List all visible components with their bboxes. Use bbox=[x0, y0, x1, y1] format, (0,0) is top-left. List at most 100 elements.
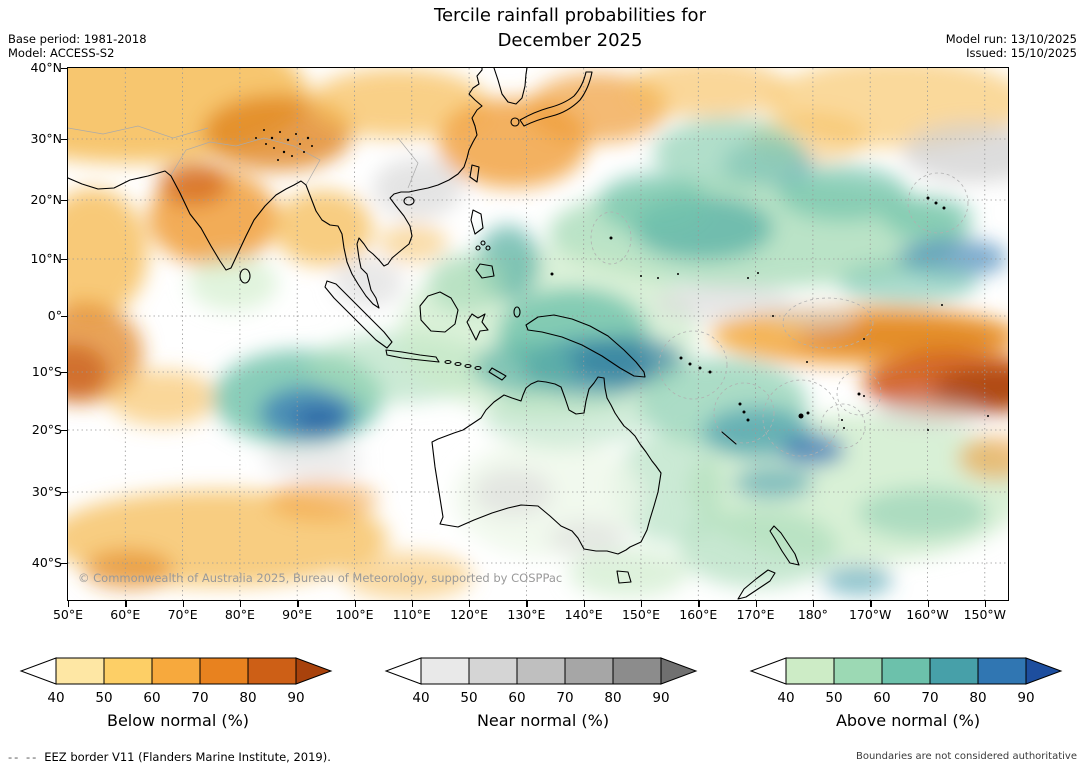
coastlines bbox=[68, 68, 800, 600]
svg-text:60: 60 bbox=[508, 690, 525, 705]
lon-tick-mark bbox=[984, 601, 987, 607]
legend-colorbar-near-normal: 40 50 60 70 80 90 bbox=[384, 657, 698, 706]
lon-tick-label: 110°E bbox=[392, 607, 431, 622]
svg-text:90: 90 bbox=[652, 690, 669, 705]
svg-text:60: 60 bbox=[873, 690, 890, 705]
lat-tick-mark bbox=[61, 563, 68, 565]
lat-tick-mark bbox=[61, 68, 68, 70]
lat-tick-label: 30°S bbox=[31, 484, 62, 499]
stipple-dots bbox=[255, 129, 313, 161]
lon-tick-mark bbox=[526, 601, 528, 607]
lon-tick-label: 170°E bbox=[736, 607, 775, 622]
lon-tick-mark bbox=[125, 601, 127, 607]
lon-tick-label: 90°E bbox=[282, 607, 313, 622]
boundaries-disclaimer: Boundaries are not considered authoritat… bbox=[855, 751, 1077, 762]
legend-colorbar-above-normal: 40 50 60 70 80 90 bbox=[749, 657, 1063, 706]
lat-tick-label: 10°N bbox=[30, 251, 62, 266]
svg-text:40: 40 bbox=[47, 690, 64, 705]
lon-tick-label: 130°E bbox=[507, 607, 546, 622]
model-label: Model: ACCESS-S2 bbox=[8, 46, 115, 60]
model-run-label: Model run: 13/10/2025 bbox=[945, 32, 1077, 46]
base-period-label: Base period: 1981-2018 bbox=[8, 32, 147, 46]
lon-tick-mark bbox=[927, 601, 929, 607]
lat-tick-label: 30°N bbox=[30, 131, 62, 146]
lat-tick-label: 40°N bbox=[30, 60, 62, 75]
lon-tick-label: 140°E bbox=[564, 607, 603, 622]
issued-label: Issued: 15/10/2025 bbox=[966, 46, 1077, 60]
rainfall-probability-map: © Commonwealth of Australia 2025, Bureau… bbox=[67, 67, 1009, 601]
model-meta-right: Model run: 13/10/2025 Issued: 15/10/2025 bbox=[946, 32, 1077, 60]
svg-text:90: 90 bbox=[1017, 690, 1034, 705]
lat-tick-label: 10°S bbox=[31, 364, 62, 379]
lon-tick-mark bbox=[239, 601, 242, 607]
eez-borders bbox=[590, 172, 969, 457]
legend-above-normal: 40 50 60 70 80 90 Above normal (%) bbox=[748, 657, 1068, 730]
lon-tick-mark bbox=[182, 601, 184, 607]
title-line1: Tercile rainfall probabilities for bbox=[434, 5, 706, 26]
map-canvas: © Commonwealth of Australia 2025, Bureau… bbox=[68, 68, 1008, 600]
lat-tick-mark bbox=[61, 372, 68, 374]
probability-field bbox=[68, 68, 1008, 600]
svg-text:50: 50 bbox=[460, 690, 477, 705]
lat-tick-mark bbox=[61, 316, 68, 318]
lat-tick-label: 40°S bbox=[31, 555, 62, 570]
lon-tick-label: 50°E bbox=[52, 607, 84, 622]
lon-tick-label: 160°E bbox=[679, 607, 718, 622]
page-title: Tercile rainfall probabilities for Decem… bbox=[55, 3, 1085, 53]
lon-tick-mark bbox=[297, 601, 299, 607]
legend-title-near-normal: Near normal (%) bbox=[476, 711, 610, 730]
svg-text:70: 70 bbox=[556, 690, 573, 705]
graticule-gridlines bbox=[68, 68, 1008, 600]
legend-near-normal: 40 50 60 70 80 90 Near normal (%) bbox=[383, 657, 703, 730]
lat-tick-mark bbox=[61, 139, 68, 141]
island-dots bbox=[550, 196, 989, 431]
title-line2: December 2025 bbox=[497, 30, 643, 51]
svg-text:50: 50 bbox=[825, 690, 842, 705]
map-copyright: © Commonwealth of Australia 2025, Bureau… bbox=[78, 571, 562, 585]
lon-tick-label: 70°E bbox=[167, 607, 198, 622]
lon-tick-label: 60°E bbox=[110, 607, 141, 622]
lat-tick-mark bbox=[61, 492, 68, 494]
svg-text:60: 60 bbox=[143, 690, 160, 705]
lon-tick-mark bbox=[411, 601, 414, 607]
lon-tick-label: 100°E bbox=[335, 607, 374, 622]
lon-tick-label: 120°E bbox=[450, 607, 489, 622]
lon-tick-label: 80°E bbox=[224, 607, 255, 622]
lon-tick-mark bbox=[583, 601, 586, 607]
lon-tick-mark bbox=[755, 601, 757, 607]
legend-colorbar-below-normal: 40 50 60 70 80 90 bbox=[19, 657, 333, 706]
lat-tick-mark bbox=[61, 259, 68, 261]
svg-text:80: 80 bbox=[239, 690, 256, 705]
lon-tick-label: 160°W bbox=[906, 607, 949, 622]
svg-text:70: 70 bbox=[191, 690, 208, 705]
model-meta-left: Base period: 1981-2018 Model: ACCESS-S2 bbox=[8, 32, 147, 60]
lon-tick-label: 170°W bbox=[848, 607, 892, 622]
lon-tick-mark bbox=[698, 601, 700, 607]
svg-text:50: 50 bbox=[95, 690, 112, 705]
legend-title-below-normal: Below normal (%) bbox=[106, 711, 250, 730]
lon-tick-label: 150°E bbox=[621, 607, 660, 622]
svg-text:80: 80 bbox=[969, 690, 986, 705]
legend-title-above-normal: Above normal (%) bbox=[835, 711, 981, 730]
lat-tick-label: 0° bbox=[47, 308, 62, 323]
lon-tick-label: 150°W bbox=[963, 607, 1007, 622]
lat-tick-label: 20°N bbox=[30, 192, 62, 207]
eez-footnote: -- -- EEZ border V11 (Flanders Marine Ins… bbox=[8, 750, 331, 764]
svg-text:40: 40 bbox=[412, 690, 429, 705]
legend-below-normal: 40 50 60 70 80 90 Below normal (%) bbox=[18, 657, 338, 730]
lon-tick-label: 180° bbox=[797, 607, 828, 622]
lon-tick-mark bbox=[354, 601, 356, 607]
lon-tick-mark bbox=[68, 601, 70, 607]
svg-text:40: 40 bbox=[777, 690, 794, 705]
svg-text:70: 70 bbox=[921, 690, 938, 705]
lon-tick-mark bbox=[812, 601, 815, 607]
lon-tick-mark bbox=[870, 601, 872, 607]
svg-text:80: 80 bbox=[604, 690, 621, 705]
lon-tick-mark bbox=[469, 601, 471, 607]
lat-tick-mark bbox=[61, 430, 68, 432]
eez-line-sample: -- -- bbox=[8, 750, 39, 764]
svg-text:90: 90 bbox=[287, 690, 304, 705]
lat-tick-mark bbox=[61, 200, 68, 202]
lon-tick-mark bbox=[641, 601, 643, 607]
country-borders bbox=[68, 125, 419, 189]
